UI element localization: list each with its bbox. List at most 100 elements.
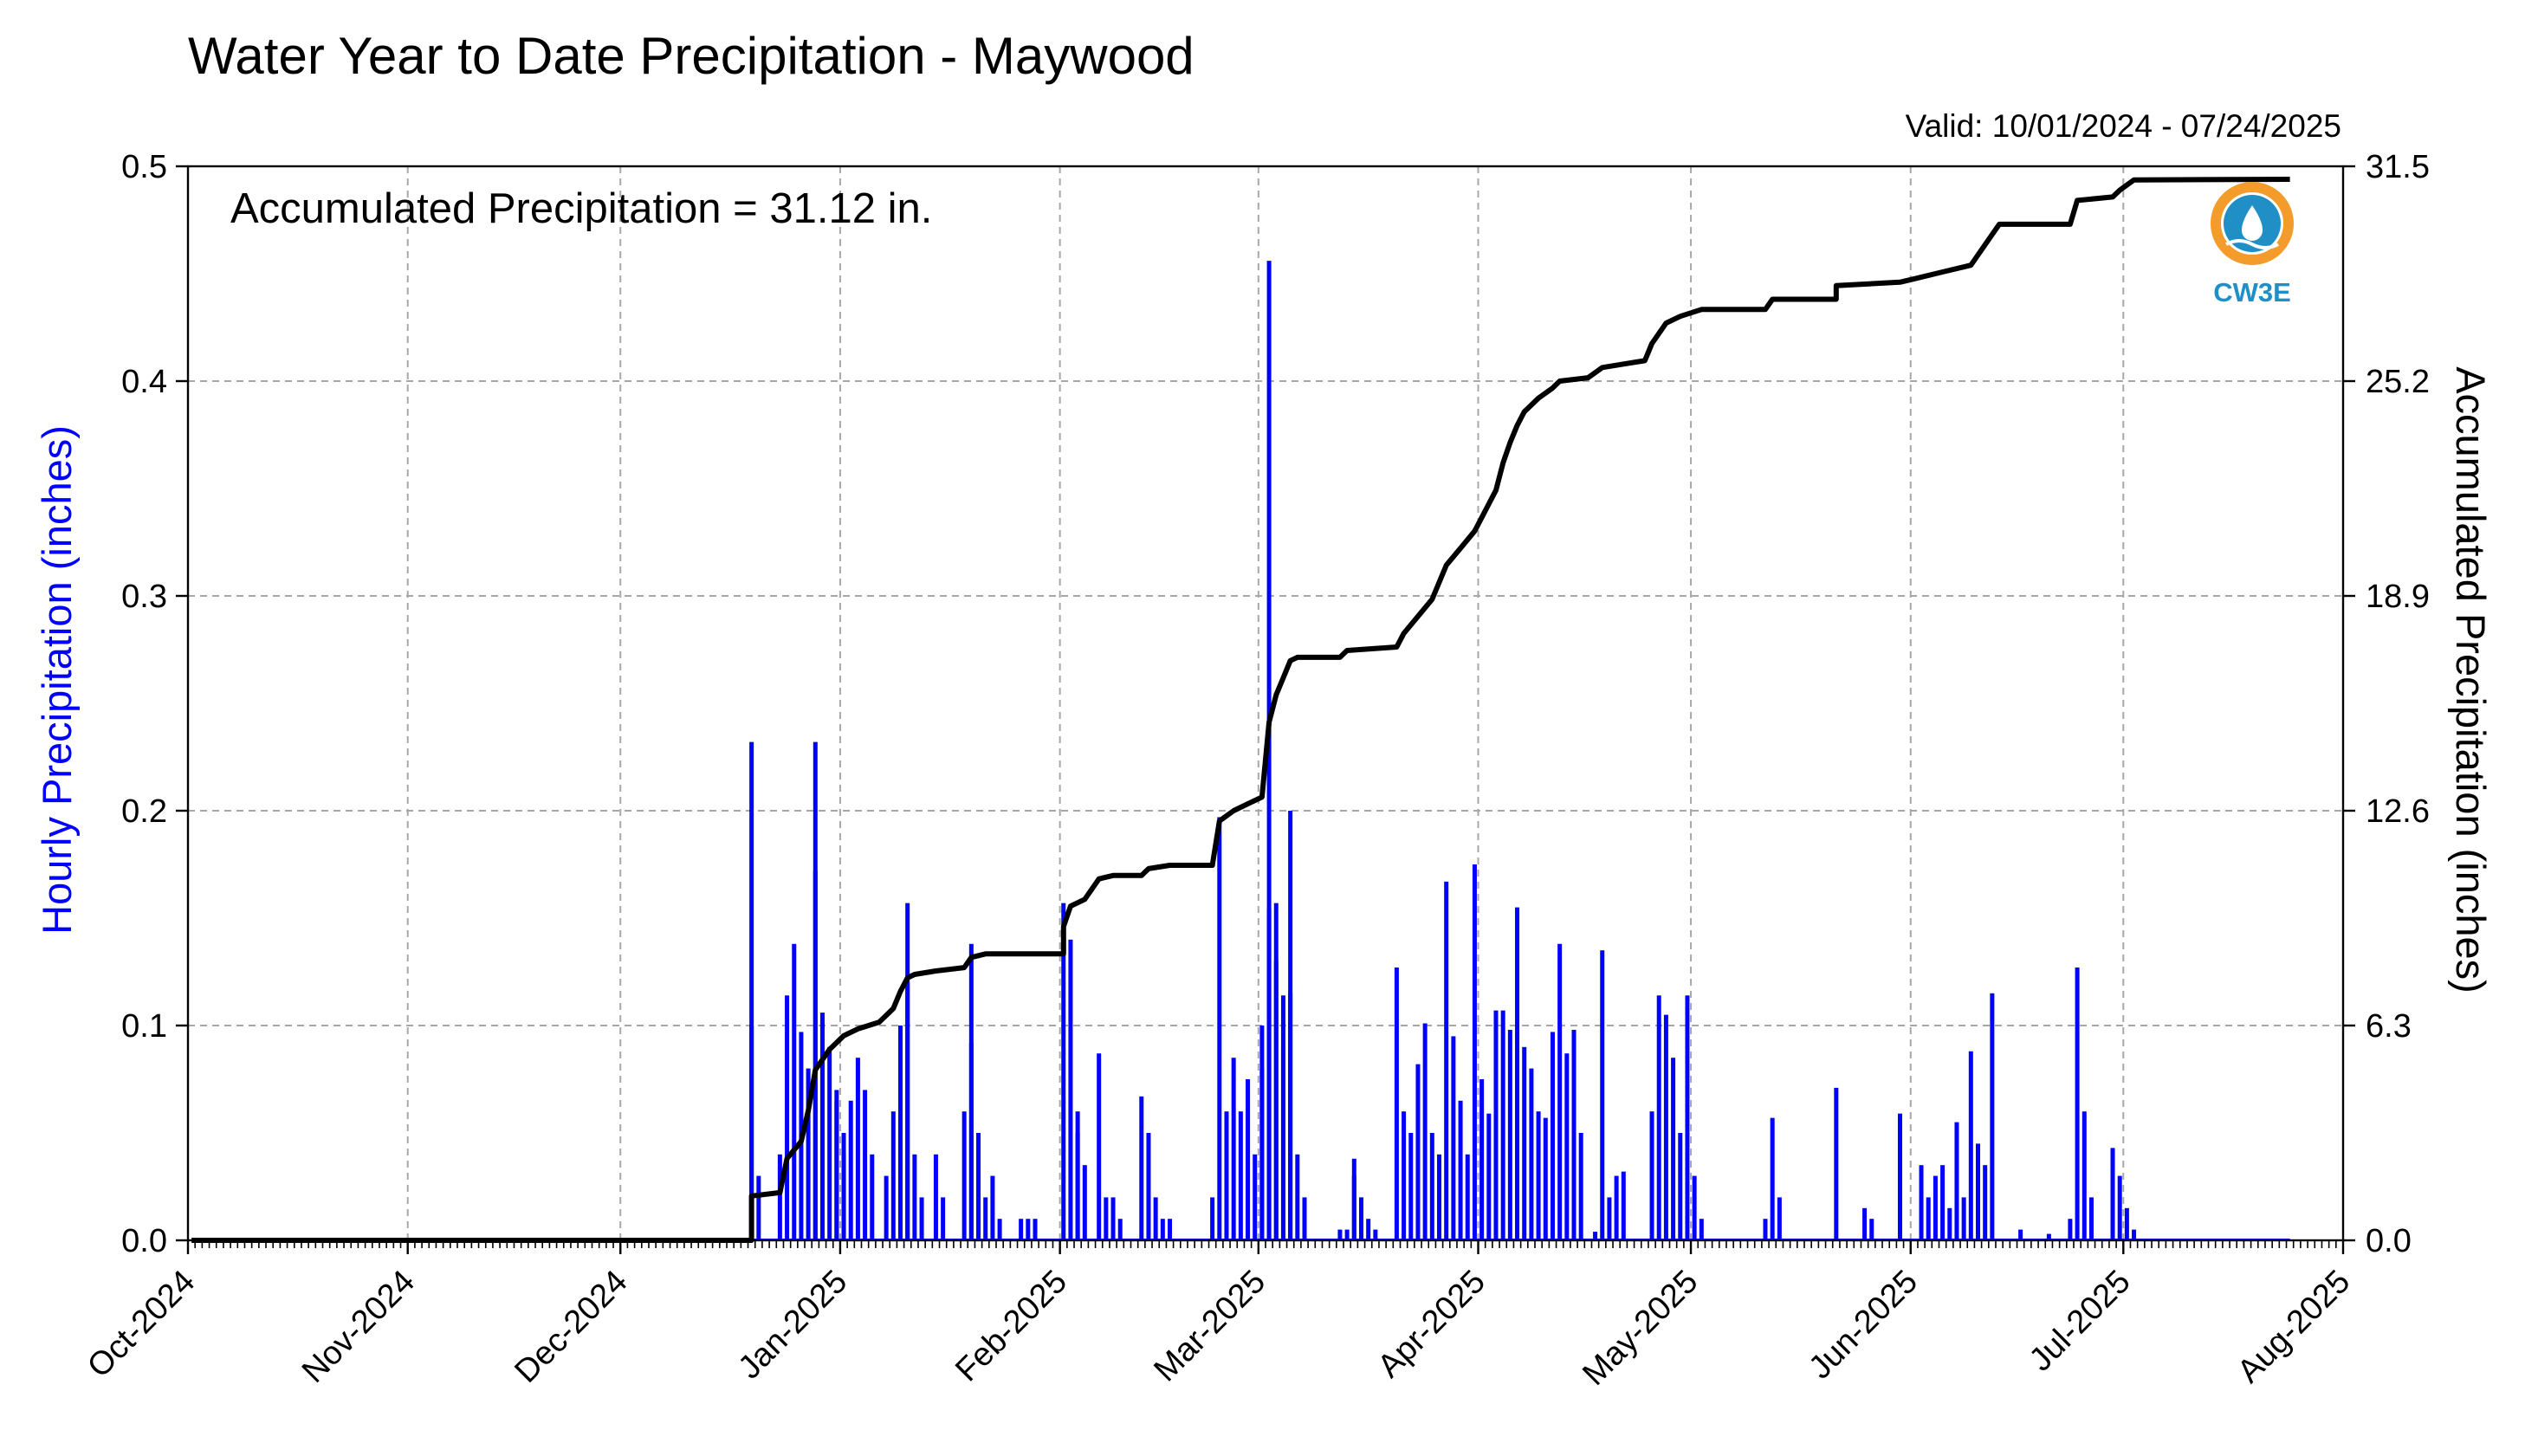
hourly-precip-bar [1507, 1029, 1512, 1240]
hourly-precip-bar [1763, 1219, 1768, 1240]
hourly-precip-bars [749, 261, 2290, 1240]
valid-range: Valid: 10/01/2024 - 07/24/2025 [1906, 108, 2341, 144]
hourly-precip-bar [1295, 1154, 1300, 1240]
x-tick-label: Jul-2025 [2023, 1264, 2138, 1379]
y-axis-label-left: Hourly Precipitation (inches) [34, 425, 80, 935]
hourly-precip-bar [1663, 1014, 1668, 1240]
plot-frame [186, 165, 2345, 1242]
hourly-precip-bar [1139, 1096, 1144, 1240]
hourly-precip-bar [1266, 261, 1272, 1240]
hourly-precip-bar [1486, 1113, 1492, 1240]
hourly-precip-bar [1437, 1154, 1442, 1240]
hourly-precip-bar [976, 1133, 981, 1240]
hourly-precip-bar [983, 1197, 988, 1240]
hourly-precip-bar [1990, 993, 1995, 1240]
hourly-precip-bar [1337, 1229, 1343, 1240]
hourly-precip-bar [2046, 1233, 2051, 1240]
hourly-precip-bar [997, 1219, 1002, 1240]
hourly-precip-bar [1402, 1111, 1407, 1240]
x-tick-label: Apr-2025 [1371, 1264, 1492, 1385]
y-tick-label-right: 12.6 [2366, 793, 2430, 830]
hourly-precip-bar [961, 1111, 967, 1240]
hourly-precip-bar [1536, 1111, 1541, 1240]
hourly-precip-bar [756, 1175, 761, 1240]
y-tick-label-right: 25.2 [2366, 364, 2430, 400]
hourly-precip-bar [1550, 1032, 1555, 1240]
hourly-precip-bar [1621, 1171, 1626, 1240]
hourly-precip-bar [1458, 1100, 1463, 1240]
hourly-precip-bar [1557, 943, 1563, 1240]
hourly-precip-bar [1302, 1197, 1307, 1240]
hourly-precip-bar [1097, 1053, 1102, 1240]
hourly-precip-bar [1104, 1197, 1109, 1240]
hourly-precip-bar [2132, 1229, 2137, 1240]
hourly-precip-bar [1493, 1010, 1499, 1240]
hourly-precip-bar [1217, 817, 1222, 1240]
hourly-precip-bar [1259, 1068, 1265, 1240]
x-tick-label: Oct-2024 [81, 1264, 202, 1385]
hourly-precip-bar [1500, 1010, 1505, 1240]
accumulated-precip-line [191, 177, 2290, 1243]
hourly-precip-bar [1940, 1165, 1946, 1240]
grid-lines [188, 166, 2343, 1240]
hourly-precip-bar [1366, 1219, 1371, 1240]
hourly-precip-bar [792, 943, 797, 1240]
hourly-precip-bar [1429, 1133, 1434, 1240]
hourly-precip-bar [777, 1154, 782, 1240]
hourly-precip-bar [827, 1046, 832, 1240]
hourly-precip-bar [1075, 1133, 1080, 1240]
y-tick-label-left: 0.4 [121, 364, 167, 400]
hourly-precip-bar [1033, 1219, 1038, 1240]
hourly-precip-bar [1656, 995, 1661, 1240]
hourly-precip-bar [1358, 1197, 1363, 1240]
water-drop-icon [2242, 205, 2263, 241]
hourly-precip-bar [941, 1197, 946, 1240]
hourly-precip-bar [1160, 1219, 1165, 1240]
hourly-precip-bar [1153, 1197, 1158, 1240]
hourly-precip-bar [1146, 1133, 1151, 1240]
hourly-precip-bar [2124, 1207, 2129, 1240]
hourly-precip-bar [1649, 1111, 1654, 1240]
cw3e-logo: CW3E [2211, 182, 2294, 307]
hourly-precip-bar [1578, 1133, 1583, 1240]
accumulated-total-annotation: Accumulated Precipitation = 31.12 in. [230, 185, 932, 232]
hourly-precip-bar [1026, 1219, 1031, 1240]
hourly-precip-bar [1210, 1197, 1215, 1240]
hourly-precip-bar [1897, 1113, 1902, 1240]
hourly-precip-bar [870, 1154, 875, 1240]
y-tick-label-right: 31.5 [2366, 149, 2430, 185]
hourly-precip-bar [813, 870, 818, 1240]
hourly-precip-bar [1933, 1175, 1938, 1240]
y-tick-label-right: 18.9 [2366, 579, 2430, 615]
hourly-precip-bar [1231, 1058, 1236, 1240]
hourly-precip-bar [1543, 1117, 1548, 1240]
cw3e-logo-text: CW3E [2213, 277, 2291, 307]
hourly-precip-bar [1246, 1079, 1251, 1240]
hourly-precip-bar [1280, 1046, 1285, 1240]
hourly-precip-bar [1961, 1197, 1966, 1240]
hourly-precip-bar [1465, 1154, 1470, 1240]
hourly-precip-bar [1351, 1175, 1356, 1240]
hourly-precip-bar [1770, 1117, 1775, 1240]
hourly-precip-bar [919, 1197, 924, 1240]
hourly-precip-bar [1522, 1046, 1527, 1240]
hourly-precip-bar [2018, 1229, 2023, 1240]
hourly-precip-bar [1983, 1165, 1988, 1240]
accumulated-precip-line-group [191, 177, 2290, 1243]
hourly-precip-bar [1238, 1111, 1243, 1240]
cw3e-logo-ring-icon [2211, 182, 2294, 265]
hourly-precip-bar [1968, 1051, 1973, 1240]
hourly-precip-bar [1472, 864, 1477, 1240]
hourly-precip-bar [819, 1013, 825, 1240]
hourly-precip-bar [890, 1111, 896, 1240]
hourly-precip-bar [1373, 1229, 1378, 1240]
hourly-precip-bar [1564, 1053, 1570, 1240]
x-tick-label: May-2025 [1576, 1264, 1705, 1393]
hourly-precip-bar [1954, 1122, 1959, 1240]
hourly-precip-bar [848, 1100, 853, 1240]
hourly-precip-bar [990, 1175, 995, 1240]
y-tick-label-left: 0.5 [121, 149, 167, 185]
y-axis-label-right: Accumulated Precipitation (inches) [2448, 366, 2494, 993]
hourly-precip-bar [1408, 1133, 1414, 1240]
